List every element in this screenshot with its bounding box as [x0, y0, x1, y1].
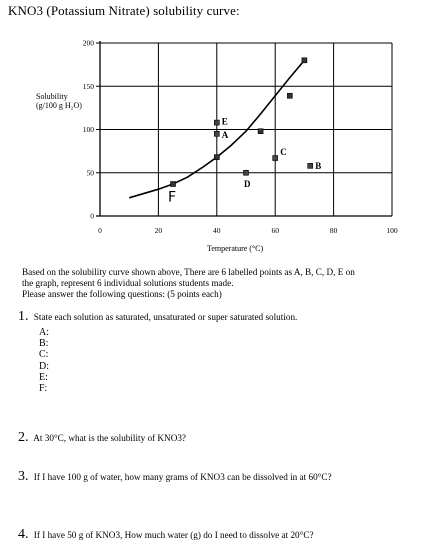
question-3-number: 3. [18, 469, 29, 484]
curve-marker [214, 154, 220, 160]
point-label-e: E [222, 117, 228, 127]
curve-marker [301, 57, 308, 64]
point-label-f: F [168, 190, 176, 206]
question-4-number: 4. [18, 527, 29, 542]
y-tick-label: 150 [83, 82, 95, 91]
question-2-number: 2. [18, 430, 29, 445]
y-axis-label: Solubility (g/100 g H₂O) [36, 92, 82, 110]
curve-marker [286, 92, 293, 99]
point-label-a: A [222, 130, 229, 140]
question-1: 1. State each solution as saturated, uns… [18, 309, 297, 325]
question-1-number: 1. [18, 309, 29, 324]
page-title: KNO3 (Potassium Nitrate) solubility curv… [8, 3, 240, 18]
x-tick-label: 80 [330, 226, 338, 235]
answer-label-a: A: [39, 327, 49, 338]
point-marker-a [214, 131, 220, 137]
answer-label-c: C: [39, 349, 49, 361]
y-axis-label-line2: (g/100 g H₂O) [36, 101, 82, 110]
question-2: 2. At 30°C, what is the solubility of KN… [18, 430, 186, 446]
x-tick-label: 40 [213, 226, 221, 235]
curve-marker [170, 181, 176, 187]
point-label-d: D [244, 179, 251, 189]
y-tick-label: 50 [87, 168, 95, 177]
question-2-text: At 30°C, what is the solubility of KNO3? [33, 433, 187, 443]
instructions-line-1: Based on the solubility curve shown abov… [22, 267, 355, 277]
point-marker-c [272, 155, 279, 161]
instructions-line-3: Please answer the following questions: (… [22, 289, 222, 299]
x-tick-label: 20 [155, 226, 163, 235]
answer-label-b: B: [39, 338, 49, 350]
solubility-chart: 0 50 100 150 200 0 20 40 60 80 100 A B C D E F [83, 39, 398, 236]
point-marker-b [307, 163, 314, 169]
instructions-line-2: the graph, represent 6 individual soluti… [22, 278, 234, 288]
x-tick-label: 60 [271, 226, 279, 235]
x-axis-label: Temperature (°C) [207, 244, 264, 253]
point-marker-e [214, 119, 220, 126]
question-1-text: State each solution as saturated, unsatu… [33, 312, 298, 322]
instructions-paragraph: Based on the solubility curve shown abov… [22, 267, 442, 300]
point-label-b: B [315, 161, 321, 171]
y-tick-label: 100 [83, 125, 95, 134]
question-3: 3. If I have 100 g of water, how many gr… [18, 469, 332, 485]
y-tick-label: 200 [83, 39, 95, 48]
y-tick-label: 0 [90, 212, 94, 221]
curve-marker [257, 128, 264, 135]
question-4-text: If I have 50 g of KNO3, How much water (… [33, 530, 314, 540]
y-axis-label-line1: Solubility [36, 92, 68, 101]
answer-label-d: D: [39, 360, 49, 372]
point-marker-d [243, 169, 249, 176]
question-3-text: If I have 100 g of water, how many grams… [33, 472, 332, 482]
answer-label-f: F: [39, 383, 48, 395]
answer-list: A: B: C: D: E: F: [39, 327, 49, 394]
x-tick-label: 0 [98, 226, 102, 235]
point-label-c: C [280, 147, 287, 157]
x-tick-label: 100 [386, 226, 398, 235]
question-4: 4. If I have 50 g of KNO3, How much wate… [18, 527, 314, 543]
answer-label-e: E: [39, 371, 48, 383]
